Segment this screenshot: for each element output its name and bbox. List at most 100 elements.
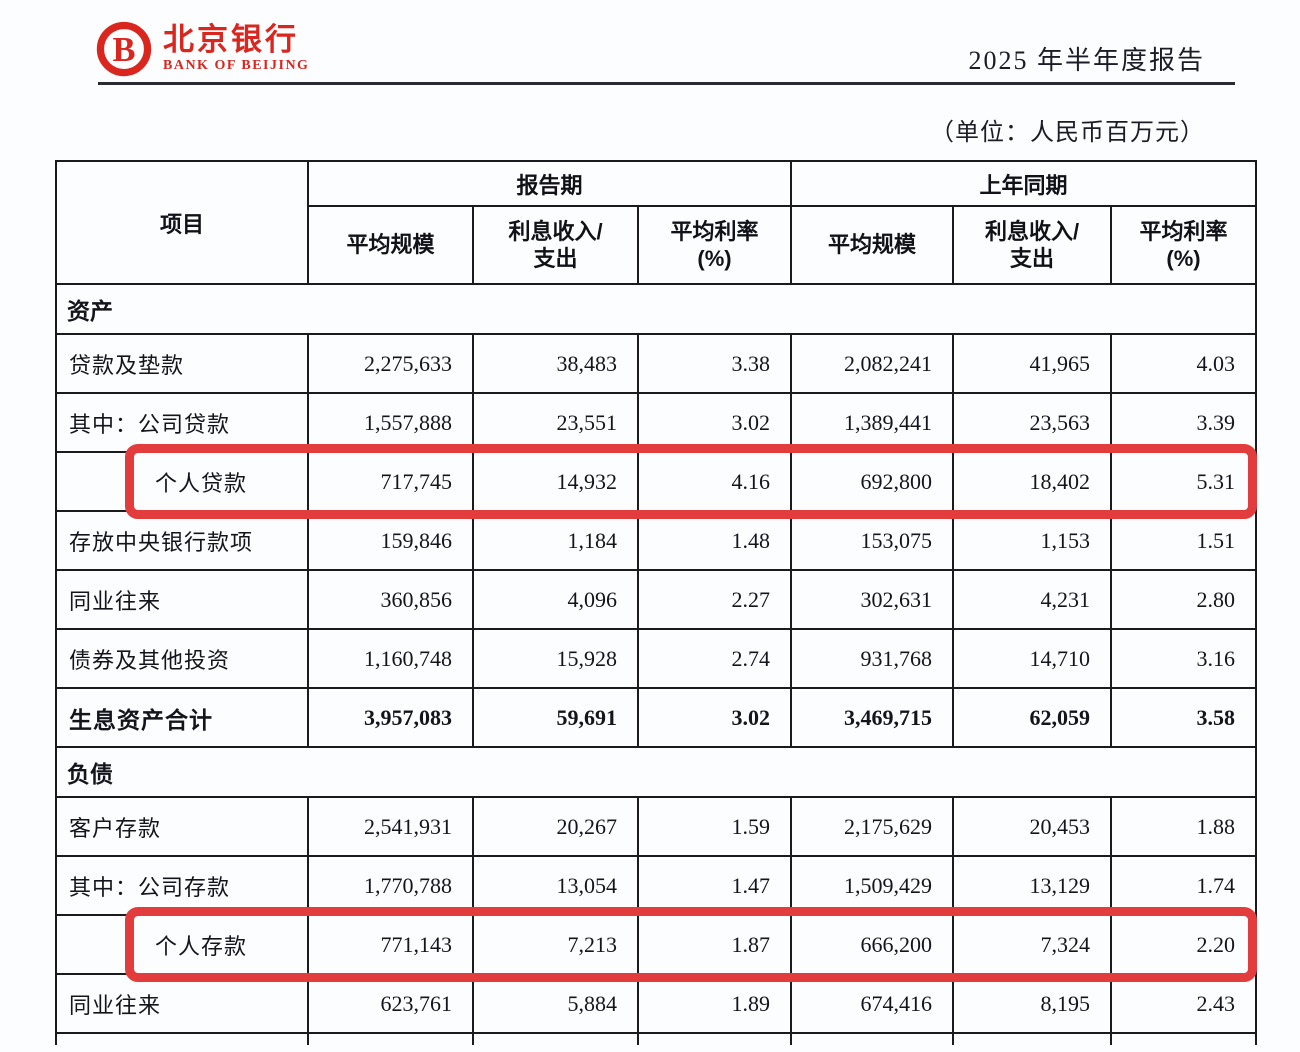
- value-cell: 1.74: [1109, 855, 1258, 916]
- bank-logo: B 北京银行 BANK OF BEIJING: [95, 20, 309, 78]
- value-cell: 3,957,083: [307, 687, 474, 748]
- value-cell: 14,932: [472, 451, 639, 512]
- value-cell: 4,096: [472, 569, 639, 630]
- total-row: 生息资产合计 3,957,083 59,691 3.02 3,469,715 62,059…: [55, 687, 1258, 748]
- value-cell: 2.80: [1109, 569, 1258, 630]
- value-cell: 302,631: [790, 569, 954, 630]
- column-header: 利息收入/ 支出: [472, 205, 639, 285]
- value-cell: 8,195: [952, 973, 1112, 1034]
- bank-name-en: BANK OF BEIJING: [163, 57, 310, 73]
- section-row: 负债: [54, 746, 1258, 798]
- value-cell: 2.43: [1109, 973, 1258, 1034]
- value-cell: 62,059: [952, 687, 1112, 748]
- value-cell: 1,770,788: [307, 855, 474, 916]
- value-cell: 1.47: [637, 855, 792, 916]
- header-divider: [98, 82, 1235, 85]
- value-cell: 3,469,715: [790, 687, 954, 748]
- bank-logo-text: 北京银行 BANK OF BEIJING: [163, 24, 309, 73]
- value-cell: 4.03: [1109, 333, 1258, 394]
- value-cell: 23,551: [472, 392, 639, 453]
- column-header: 平均利率 (%): [637, 205, 792, 285]
- table-row: 存放中央银行款项 159,846 1,184 1.48 153,075 1,153 1.51: [55, 510, 1258, 571]
- value-cell: 1.89: [637, 973, 792, 1034]
- item-cell: 存放中央银行款项: [55, 510, 309, 571]
- value-cell: 5.31: [1109, 451, 1258, 512]
- report-title: 2025 年半年度报告: [968, 46, 1205, 75]
- value-cell: 1,389,441: [790, 392, 954, 453]
- value-cell: 1,557,888: [307, 392, 474, 453]
- value-cell: 3.39: [1109, 392, 1258, 453]
- value-cell: 1.87: [637, 914, 792, 975]
- value-cell: 1.51: [1109, 510, 1258, 571]
- bank-name-cn: 北京银行: [163, 22, 299, 58]
- value-cell: 1,153: [952, 510, 1112, 571]
- interest-rate-table: 项目 报告期 上年同期 平均规模 利息收入/ 支出 平均利率 (%) 平均规模 利息收入…: [54, 160, 1258, 1045]
- value-cell: 666,200: [790, 914, 954, 975]
- value-cell: 38,483: [472, 333, 639, 394]
- group-header-row: 项目 报告期 上年同期: [55, 160, 1258, 285]
- table-row: 其中：公司存款 1,770,788 13,054 1.47 1,509,429 13,12…: [55, 855, 1258, 916]
- value-cell: 2,082,241: [790, 333, 954, 394]
- item-cell: 客户存款: [55, 796, 309, 857]
- value-cell: 15,928: [472, 628, 639, 689]
- section-label: 负债: [54, 746, 1258, 798]
- value-cell: [952, 1032, 1112, 1045]
- section-row: 资产: [54, 283, 1258, 335]
- value-cell: 360,856: [307, 569, 474, 630]
- value-cell: 1,509,429: [790, 855, 954, 916]
- bank-logo-icon: B: [96, 21, 152, 77]
- table-row: 同业往来 623,761 5,884 1.89 674,416 8,195 2.43: [55, 973, 1258, 1034]
- value-cell: [472, 1032, 639, 1045]
- item-cell: 其中：公司贷款: [55, 392, 309, 453]
- value-cell: 1.88: [1109, 796, 1258, 857]
- column-header: 平均规模: [307, 205, 474, 285]
- item-cell: 个人贷款: [55, 451, 309, 512]
- item-cell: 债券及其他投资: [55, 628, 309, 689]
- table-row: 同业往来 360,856 4,096 2.27 302,631 4,231 2.80: [55, 569, 1258, 630]
- column-header: 利息收入/ 支出: [952, 205, 1112, 285]
- interest-rate-table-wrap: 项目 报告期 上年同期 平均规模 利息收入/ 支出 平均利率 (%) 平均规模 利息收入…: [54, 160, 1258, 1045]
- table-row: 个人贷款 717,745 14,932 4.16 692,800 18,402 5.31: [55, 451, 1258, 512]
- column-header-item: 项目: [55, 160, 309, 285]
- value-cell: 931,768: [790, 628, 954, 689]
- unit-note: （单位：人民币百万元）: [930, 120, 1205, 146]
- value-cell: 1,184: [472, 510, 639, 571]
- value-cell: 20,453: [952, 796, 1112, 857]
- value-cell: 23,563: [952, 392, 1112, 453]
- value-cell: 771,143: [307, 914, 474, 975]
- value-cell: 2,541,931: [307, 796, 474, 857]
- table-row: 个人存款 771,143 7,213 1.87 666,200 7,324 2.20: [55, 914, 1258, 975]
- item-cell: 贷款及垫款: [55, 333, 309, 394]
- value-cell: 5,884: [472, 973, 639, 1034]
- value-cell: 1.59: [637, 796, 792, 857]
- value-cell: [637, 1032, 792, 1045]
- value-cell: 692,800: [790, 451, 954, 512]
- value-cell: 4,231: [952, 569, 1112, 630]
- value-cell: 18,402: [952, 451, 1112, 512]
- value-cell: [1109, 1032, 1258, 1045]
- value-cell: [307, 1032, 474, 1045]
- item-cell: [55, 1032, 309, 1045]
- value-cell: 59,691: [472, 687, 639, 748]
- table-row: 客户存款 2,541,931 20,267 1.59 2,175,629 20,453 1.…: [55, 796, 1258, 857]
- section-label: 资产: [54, 283, 1258, 335]
- value-cell: 20,267: [472, 796, 639, 857]
- item-cell: 同业往来: [55, 569, 309, 630]
- table-row: 贷款及垫款 2,275,633 38,483 3.38 2,082,241 41,965 4…: [55, 333, 1258, 394]
- value-cell: 674,416: [790, 973, 954, 1034]
- value-cell: [790, 1032, 954, 1045]
- value-cell: 159,846: [307, 510, 474, 571]
- value-cell: 2.20: [1109, 914, 1258, 975]
- svg-text:B: B: [113, 31, 136, 69]
- value-cell: 4.16: [637, 451, 792, 512]
- table-row: 债券及其他投资 1,160,748 15,928 2.74 931,768 14,710 3…: [55, 628, 1258, 689]
- value-cell: 3.58: [1109, 687, 1258, 748]
- value-cell: 3.02: [637, 687, 792, 748]
- value-cell: 2.74: [637, 628, 792, 689]
- value-cell: 7,213: [472, 914, 639, 975]
- value-cell: 2,175,629: [790, 796, 954, 857]
- column-group-prior-year: 上年同期: [789, 160, 1258, 207]
- value-cell: 13,054: [472, 855, 639, 916]
- column-group-reporting-period: 报告期: [307, 160, 792, 207]
